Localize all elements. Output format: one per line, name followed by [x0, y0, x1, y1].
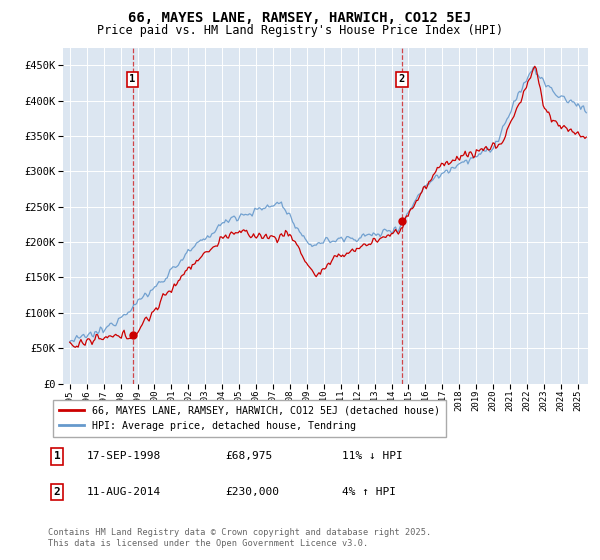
Text: £68,975: £68,975: [225, 451, 272, 461]
Text: 2: 2: [53, 487, 61, 497]
Text: Contains HM Land Registry data © Crown copyright and database right 2025.
This d: Contains HM Land Registry data © Crown c…: [48, 528, 431, 548]
Text: 66, MAYES LANE, RAMSEY, HARWICH, CO12 5EJ: 66, MAYES LANE, RAMSEY, HARWICH, CO12 5E…: [128, 11, 472, 25]
Text: Price paid vs. HM Land Registry's House Price Index (HPI): Price paid vs. HM Land Registry's House …: [97, 24, 503, 36]
Text: 11% ↓ HPI: 11% ↓ HPI: [342, 451, 403, 461]
Text: 1: 1: [53, 451, 61, 461]
Text: 17-SEP-1998: 17-SEP-1998: [87, 451, 161, 461]
Text: 1: 1: [130, 74, 136, 85]
Text: £230,000: £230,000: [225, 487, 279, 497]
Text: 11-AUG-2014: 11-AUG-2014: [87, 487, 161, 497]
Text: 4% ↑ HPI: 4% ↑ HPI: [342, 487, 396, 497]
Legend: 66, MAYES LANE, RAMSEY, HARWICH, CO12 5EJ (detached house), HPI: Average price, : 66, MAYES LANE, RAMSEY, HARWICH, CO12 5E…: [53, 400, 446, 437]
Text: 2: 2: [399, 74, 405, 85]
